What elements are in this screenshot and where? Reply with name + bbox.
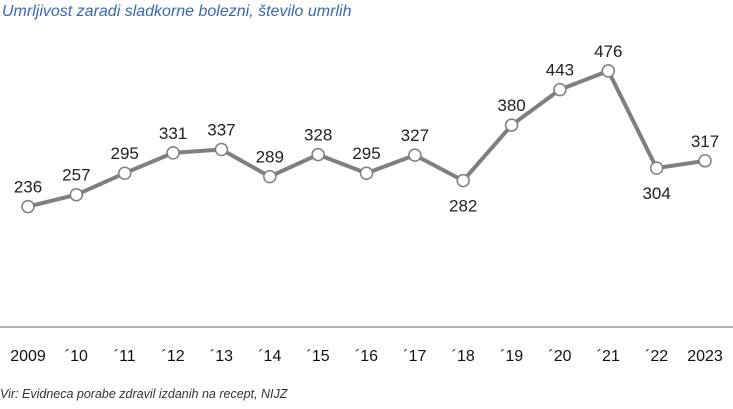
x-tick-label: ´12 [162,348,185,365]
data-label: 337 [207,120,235,139]
x-tick-label: ´13 [210,348,233,365]
data-point [21,199,35,214]
x-tick-label: ´16 [355,348,378,365]
data-point [649,161,664,175]
data-point [214,142,229,157]
data-label: 331 [159,124,187,143]
x-tick-label: ´20 [548,348,571,365]
data-point [69,187,84,202]
data-label: 476 [594,42,622,61]
data-label: 295 [352,144,380,163]
x-tick-labels: 2009 ´10 ´11 ´12 ´13 ´14 ´15 ´16 ´17 ´18 ´19 ´20 ´21… [10,348,723,365]
data-point [601,64,616,78]
x-tick-label: ´15 [307,348,330,365]
data-label: 328 [304,126,332,145]
data-point [263,169,277,184]
data-point [504,118,519,132]
x-tick-label: ´19 [500,348,523,365]
data-label: 443 [546,61,574,80]
series-line [26,68,707,209]
data-point [408,148,422,162]
data-point [359,166,374,180]
x-tick-label: 2009 [10,348,46,365]
x-tick-label: ´22 [645,348,668,365]
data-point [698,154,712,168]
data-point [456,173,470,188]
data-label: 304 [642,184,670,203]
data-label: 327 [401,126,429,145]
data-label: 282 [449,197,477,216]
source-note: Vir: Evidneca porabe zdravil izdanih na … [0,387,288,401]
x-tick-label: ´11 [114,348,136,365]
data-label: 295 [111,144,139,163]
x-tick-label: ´17 [403,348,426,365]
data-label: 289 [256,148,284,167]
data-label: 257 [62,166,90,185]
data-label: 380 [497,96,525,115]
x-tick-label: ´14 [258,348,281,365]
x-tick-label: 2023 [687,348,723,365]
x-tick-label: ´10 [65,348,88,365]
data-point [311,147,325,162]
x-tick-label: ´21 [597,348,620,365]
data-labels: 236 257 295 331 337 289 328 295 327 282 380 443 476 3… [14,42,719,216]
data-label: 236 [14,178,42,197]
data-label: 317 [691,132,719,151]
data-markers [21,64,712,214]
data-point [553,82,567,97]
data-point [117,166,132,180]
chart-title: Umrljivost zaradi sladkorne bolezni, šte… [2,3,352,20]
x-tick-label: ´18 [452,348,475,365]
data-point [166,146,180,160]
